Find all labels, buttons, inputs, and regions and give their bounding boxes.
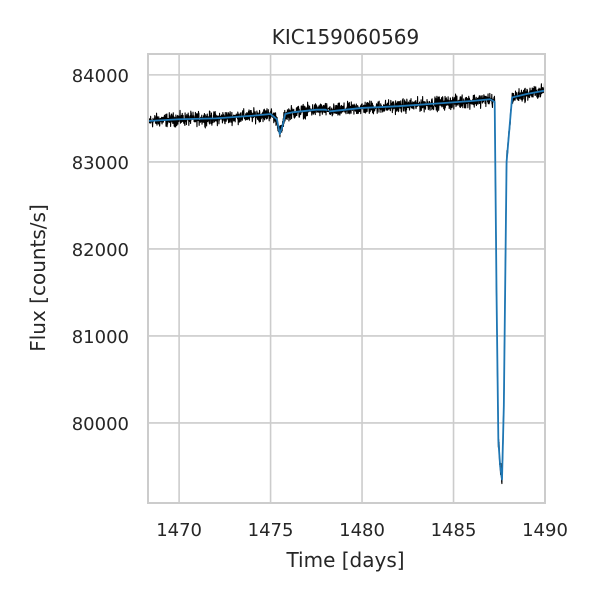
x-tick-label: 1475	[248, 520, 294, 541]
x-tick-label: 1470	[156, 520, 202, 541]
tick-labels: 1470 1475 1480 1485 1490 80000 81000 82000 83000…	[72, 66, 568, 541]
y-tick-label: 80000	[72, 414, 129, 435]
smoothed-flux-series	[148, 89, 545, 481]
y-tick-label: 81000	[72, 327, 129, 348]
y-tick-label: 82000	[72, 240, 129, 261]
x-axis-title: Time [days]	[285, 548, 404, 572]
plot-area	[148, 82, 545, 485]
raw-flux-series	[148, 82, 545, 485]
x-tick-label: 1490	[522, 520, 568, 541]
plot-frame	[147, 53, 546, 504]
x-tick-label: 1480	[339, 520, 385, 541]
y-tick-label: 84000	[72, 66, 129, 87]
y-tick-label: 83000	[72, 153, 129, 174]
x-tick-label: 1485	[431, 520, 477, 541]
gap-connector	[326, 110, 330, 113]
chart-title: KIC159060569	[272, 25, 420, 49]
y-axis-title: Flux [counts/s]	[26, 204, 50, 352]
